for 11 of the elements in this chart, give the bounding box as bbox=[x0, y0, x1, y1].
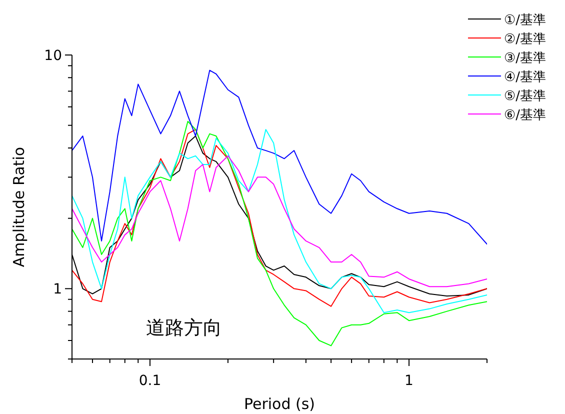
legend-label: ④/基準 bbox=[504, 70, 546, 85]
annotation: 道路方向 bbox=[146, 316, 222, 339]
y-axis-title: Amplitude Ratio bbox=[10, 146, 28, 268]
legend-label: ①/基準 bbox=[504, 13, 546, 28]
y-tick-label: 10 bbox=[44, 48, 62, 64]
x-axis-title: Period (s) bbox=[244, 395, 316, 413]
x-tick-label: 0.1 bbox=[138, 373, 162, 389]
legend-label: ②/基準 bbox=[504, 32, 546, 47]
legend-label: ⑤/基準 bbox=[504, 89, 546, 104]
legend-label: ③/基準 bbox=[504, 51, 546, 66]
legend-label: ⑥/基準 bbox=[504, 108, 546, 123]
